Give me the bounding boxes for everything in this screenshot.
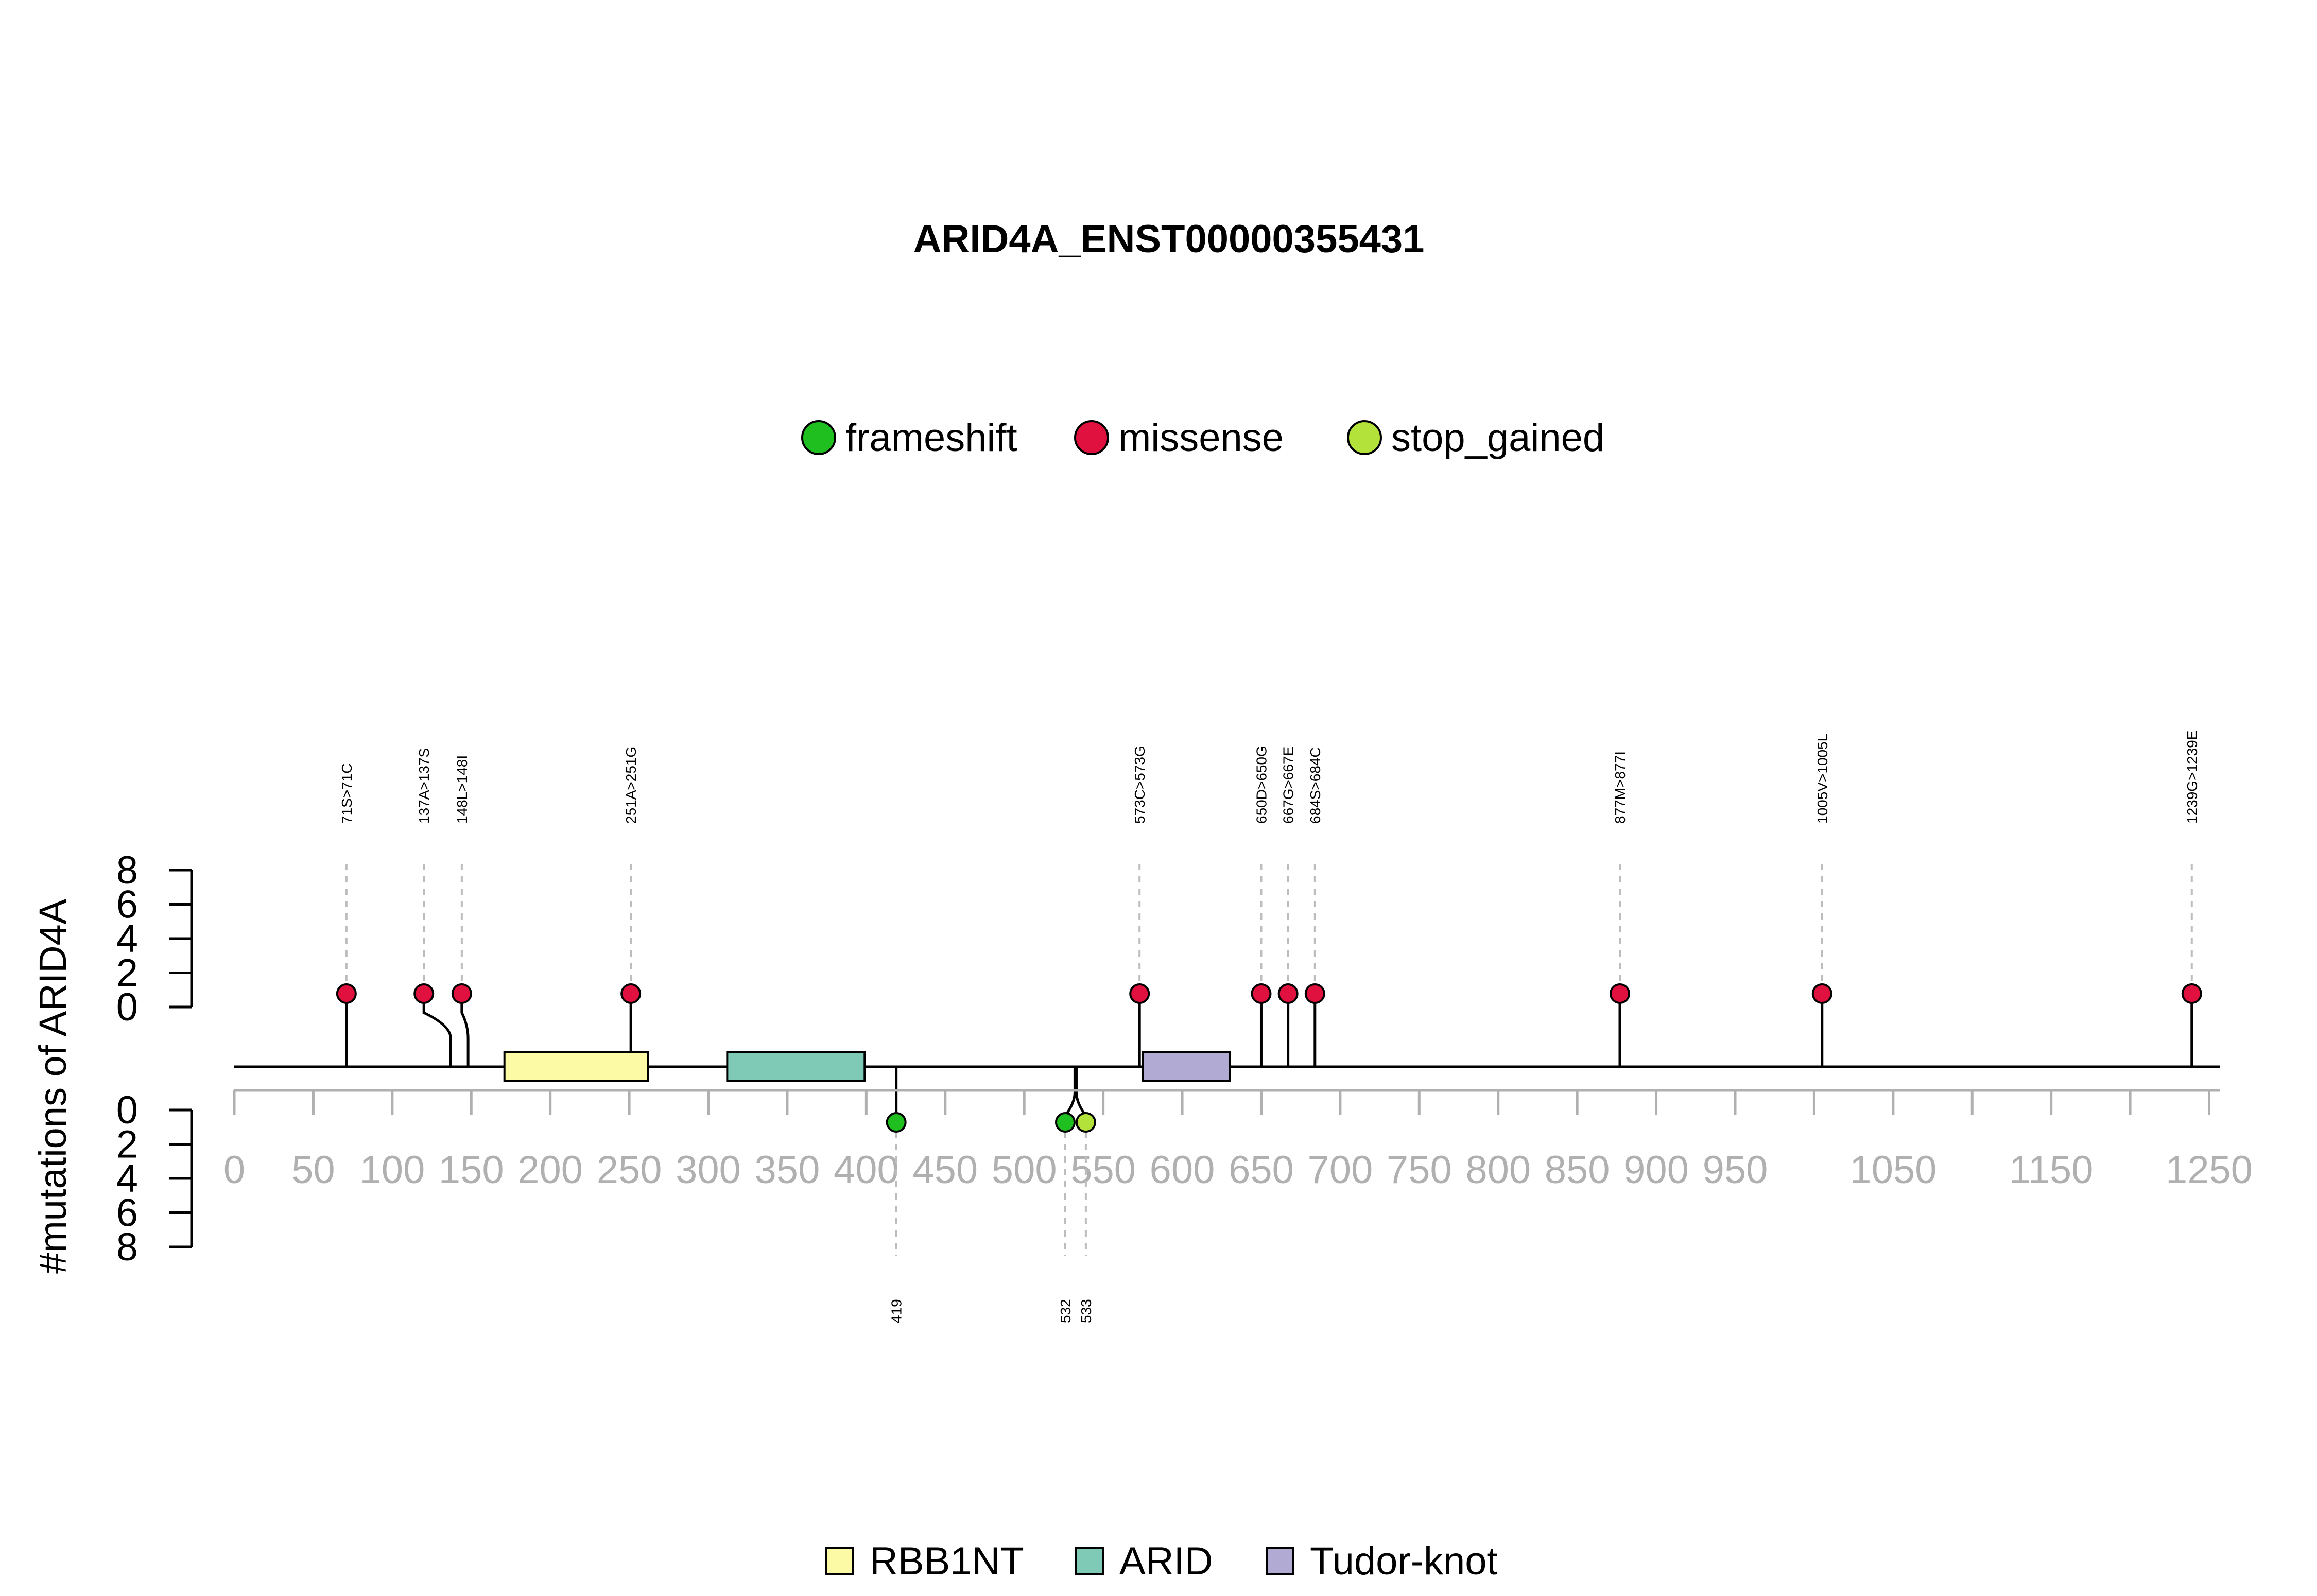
x-tick-label: 850 (1545, 1148, 1610, 1192)
lollipop-head-missense (1610, 983, 1631, 1004)
x-tick-label: 250 (597, 1148, 662, 1192)
x-tick-label: 400 (834, 1148, 899, 1192)
lollipop-head-missense (1304, 983, 1325, 1004)
mutation-label: 684S>684C (1307, 747, 1323, 824)
legend-label-missense: missense (1118, 416, 1284, 460)
mutation-labels: 71S>71C 137A>137S 148L>148I 251A>251G 573C>5… (339, 731, 2200, 1323)
mutation-label: 1239G>1239E (2184, 731, 2200, 824)
x-tick-label: 50 (291, 1148, 335, 1192)
x-tick-label: 650 (1229, 1148, 1294, 1192)
legend-swatch-arid (1075, 1547, 1104, 1575)
x-tick-label: 200 (517, 1148, 583, 1192)
legend-label-rbb1nt: RBB1NT (870, 1539, 1024, 1583)
x-tick-label: 900 (1623, 1148, 1689, 1192)
lollipop-head-missense (451, 983, 472, 1004)
y-tick-label-top: 6 (116, 883, 138, 927)
protein-domains (503, 1051, 1231, 1082)
y-tick-label-top: 0 (116, 985, 138, 1029)
x-tick-label: 550 (1070, 1148, 1136, 1192)
mutation-label: 650D>650G (1253, 745, 1269, 824)
x-tick-label: 700 (1307, 1148, 1373, 1192)
y-tick-label-bottom: 0 (116, 1088, 138, 1132)
lollipop-heads (336, 983, 2202, 1133)
label-guides (345, 864, 2193, 1256)
y-tick-label-bottom: 6 (116, 1191, 138, 1235)
x-tick-label: 500 (992, 1148, 1057, 1192)
mutation-label: 573C>573G (1132, 745, 1148, 824)
domain-rbb1nt (503, 1051, 649, 1082)
mutation-label: 148L>148I (454, 755, 470, 824)
y-axis-label: #mutations of ARID4A (31, 898, 74, 1274)
x-axis: 0 50 100 150 200 250 300 350 400 450 500 550 600 650 7… (223, 1089, 2253, 1192)
x-tick-label: 750 (1387, 1148, 1452, 1192)
lollipop-head-missense (1811, 983, 1832, 1004)
mutation-label: 419 (889, 1299, 905, 1323)
x-tick-label: 0 (223, 1148, 245, 1192)
x-tick-label: 1150 (2009, 1148, 2093, 1192)
mutation-label: 532 (1058, 1299, 1074, 1323)
mutation-label: 533 (1078, 1299, 1094, 1323)
x-tick-label: 950 (1703, 1148, 1768, 1192)
legend-marker-frameshift (801, 420, 836, 455)
y-tick-label-top: 2 (116, 951, 138, 995)
mutation-label: 1005V>1005L (1814, 734, 1830, 824)
lollipop-head-missense (620, 983, 642, 1004)
y-tick-label-bottom: 4 (116, 1157, 138, 1201)
x-tick-label: 350 (755, 1148, 820, 1192)
legend-label-stop_gained: stop_gained (1391, 416, 1604, 460)
mutation-legend: frameshift missense stop_gained (801, 416, 1604, 460)
lollipop-stem (460, 994, 470, 1067)
y-tick-label-bottom: 2 (116, 1123, 138, 1167)
mutation-label: 251A>251G (623, 747, 639, 824)
lollipop-head-missense (2181, 983, 2202, 1004)
lollipop-head-missense (413, 983, 435, 1004)
x-tick-label: 150 (439, 1148, 504, 1192)
lollipop-head-missense (1251, 983, 1272, 1004)
x-tick-label: 800 (1465, 1148, 1531, 1192)
x-tick-label: 1050 (1849, 1148, 1936, 1192)
legend-marker-missense (1074, 420, 1109, 455)
lollipop-head-frameshift (1054, 1112, 1076, 1133)
legend-label-arid: ARID (1119, 1539, 1213, 1583)
x-tick-label: 1250 (2166, 1148, 2253, 1192)
mutation-label: 71S>71C (339, 763, 355, 824)
mutation-label: 877M>877I (1612, 751, 1628, 824)
mutation-label: 137A>137S (416, 748, 432, 824)
lollipop-head-missense (1277, 983, 1299, 1004)
lollipop-stems (345, 994, 2193, 1122)
x-tick-label: 300 (676, 1148, 741, 1192)
x-tick-label: 600 (1150, 1148, 1215, 1192)
lollipop-head-frameshift (886, 1112, 907, 1133)
domain-arid (726, 1051, 866, 1082)
legend-marker-stop_gained (1347, 420, 1382, 455)
lollipop-head-missense (1129, 983, 1150, 1004)
domain-legend: RBB1NT ARID Tudor-knot (825, 1539, 1498, 1583)
lollipop-stem (422, 994, 452, 1067)
legend-label-tudor-knot: Tudor-knot (1310, 1539, 1498, 1583)
x-tick-label: 100 (359, 1148, 425, 1192)
legend-swatch-tudor-knot (1266, 1547, 1294, 1575)
domain-tudor-knot (1142, 1051, 1231, 1082)
legend-swatch-rbb1nt (825, 1547, 854, 1575)
x-tick-label: 450 (912, 1148, 978, 1192)
lollipop-head-missense (336, 983, 357, 1004)
legend-label-frameshift: frameshift (845, 416, 1017, 460)
mutation-label: 667G>667E (1281, 747, 1296, 824)
y-tick-label-top: 8 (116, 848, 138, 892)
chart-title: ARID4A_ENST00000355431 (913, 217, 1425, 261)
y-tick-label-top: 4 (116, 917, 138, 961)
lollipop-head-stop_gained (1075, 1112, 1096, 1133)
y-tick-label-bottom: 8 (116, 1225, 138, 1269)
